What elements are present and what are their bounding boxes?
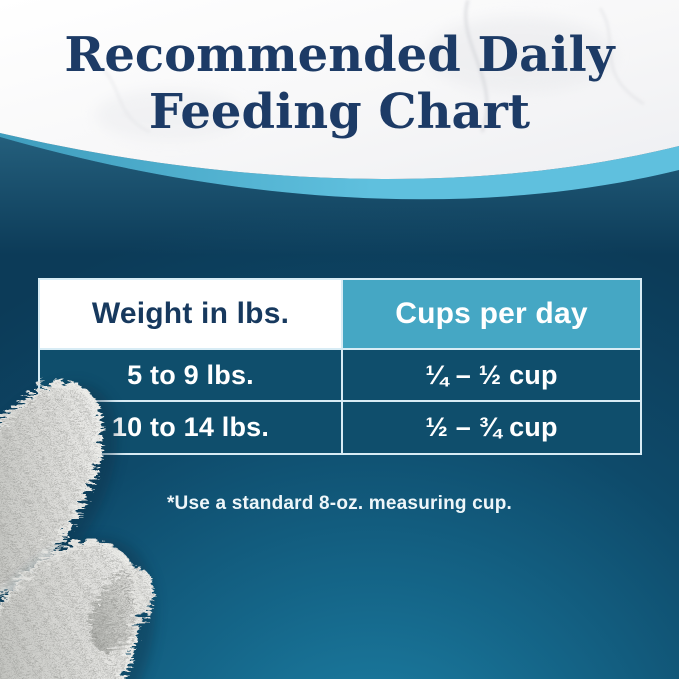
table-row2-weight: 10 to 14 lbs.	[40, 402, 341, 453]
column-header-cups: Cups per day	[343, 280, 640, 348]
column-header-weight: Weight in lbs.	[40, 280, 341, 348]
feeding-table: Weight in lbs. Cups per day 5 to 9 lbs. …	[38, 278, 642, 455]
page-title: Recommended Daily Feeding Chart	[0, 27, 679, 141]
marble-veins	[87, 0, 645, 141]
marble-header-curve	[0, 0, 679, 255]
curve-glow	[0, 137, 679, 255]
footnote: *Use a standard 8-oz. measuring cup.	[166, 493, 513, 514]
cyan-stripe	[0, 133, 679, 200]
title-line-2: Feeding Chart	[148, 84, 531, 140]
table-row2-cups: ½ – ¾ cup	[343, 402, 640, 453]
title-line-1: Recommended Daily	[64, 27, 615, 83]
table-row1-weight: 5 to 9 lbs.	[40, 350, 341, 400]
table-row1-cups: ¼ – ½ cup	[343, 350, 640, 400]
